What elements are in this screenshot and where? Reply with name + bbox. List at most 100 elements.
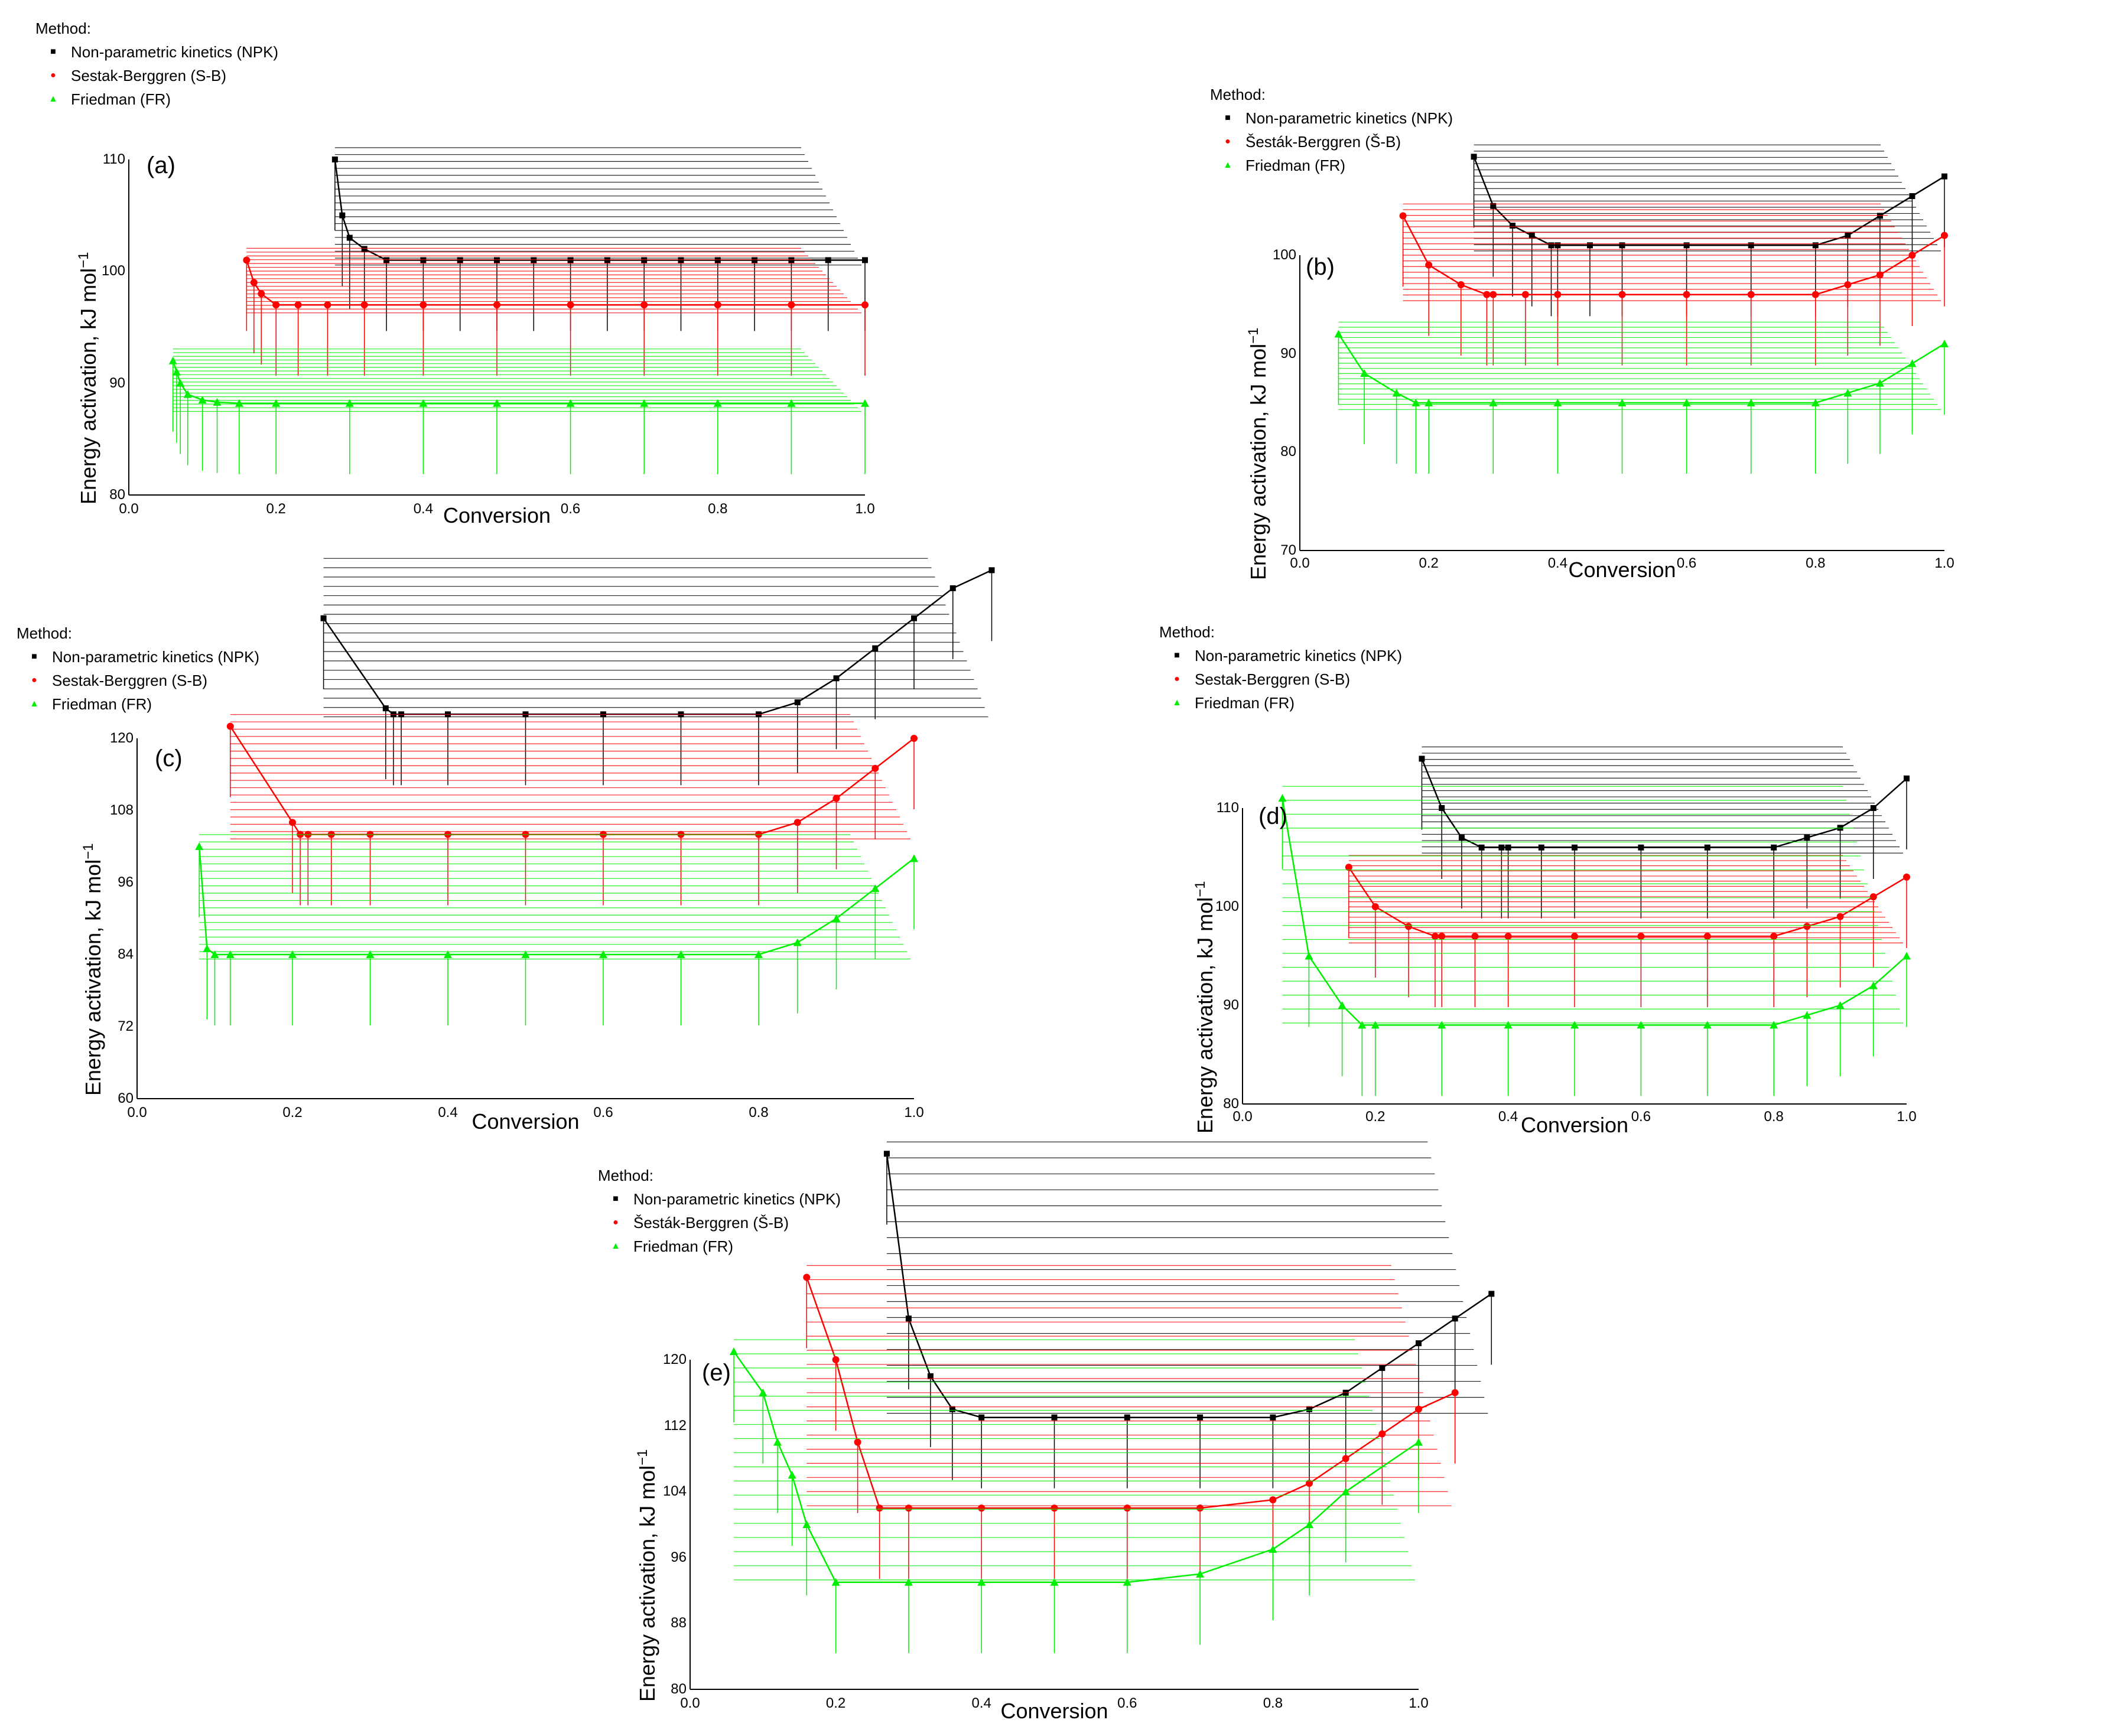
- data-point: [1619, 242, 1625, 249]
- data-point: [1876, 213, 1883, 219]
- legend-marker-fr: ▲: [1223, 160, 1232, 170]
- series-fr: [1278, 786, 1911, 1096]
- legend-marker-npk: ■: [613, 1194, 619, 1204]
- y-axis-label-text: Energy activation, kJ mol: [635, 1465, 659, 1702]
- data-point: [1504, 933, 1512, 940]
- x-tick-label: 0.8: [1263, 1695, 1283, 1711]
- x-axis-label: Conversion: [1000, 1699, 1108, 1723]
- data-point: [793, 819, 801, 826]
- data-point: [977, 1578, 986, 1586]
- data-point: [1803, 923, 1811, 930]
- x-tick-label: 0.0: [680, 1695, 700, 1711]
- data-point: [1488, 1291, 1495, 1297]
- y-tick-label: 80: [671, 1681, 687, 1697]
- data-point: [493, 399, 501, 407]
- data-point: [1703, 933, 1711, 940]
- data-point: [803, 1273, 811, 1281]
- x-tick-label: 1.0: [855, 501, 875, 517]
- data-point: [1747, 291, 1755, 298]
- x-tick-label: 0.6: [1117, 1695, 1137, 1711]
- x-axis-label: Conversion: [1520, 1113, 1629, 1137]
- data-point: [1050, 1578, 1059, 1586]
- series-line: [172, 360, 865, 404]
- data-point: [978, 1414, 985, 1421]
- legend-marker-sb: ●: [50, 70, 56, 80]
- legend-entry-npk: ■ Non-parametric kinetics (NPK): [598, 1187, 841, 1211]
- data-point: [1425, 261, 1433, 269]
- legend-marker-sb: ●: [1225, 136, 1231, 146]
- data-point: [1504, 1021, 1513, 1029]
- data-point: [1844, 281, 1852, 288]
- legend-title: Method:: [1159, 623, 1215, 641]
- series-sb: [1345, 855, 1910, 1008]
- data-point: [862, 257, 868, 263]
- data-point: [444, 950, 452, 958]
- legend-marker-fr: ▲: [1172, 698, 1182, 708]
- data-point: [1908, 359, 1917, 367]
- series-fr: [1334, 321, 1949, 474]
- data-point: [1553, 399, 1562, 406]
- data-point: [213, 398, 222, 406]
- data-point: [640, 399, 649, 407]
- x-tick-label: 0.8: [1764, 1109, 1784, 1125]
- data-point: [1682, 399, 1691, 406]
- y-tick-label: 120: [109, 730, 134, 746]
- data-point: [226, 950, 235, 958]
- data-point: [1197, 1414, 1204, 1421]
- data-point: [420, 257, 427, 263]
- data-point: [729, 1347, 738, 1356]
- data-point: [1538, 844, 1544, 851]
- data-point: [1378, 1430, 1386, 1438]
- legend-entry-fr: ▲ Friedman (FR): [17, 692, 259, 716]
- y-tick-label: 100: [1272, 247, 1296, 263]
- series-npk: [1419, 746, 1910, 919]
- data-point: [861, 399, 869, 407]
- data-point: [1836, 913, 1844, 920]
- data-point: [567, 301, 574, 309]
- y-tick-label: 100: [101, 263, 125, 279]
- data-point: [1941, 173, 1947, 180]
- chart-panel-5: [690, 1141, 1495, 1690]
- data-point: [324, 301, 331, 309]
- data-point: [1748, 242, 1754, 249]
- x-tick-label: 0.6: [560, 501, 581, 517]
- data-point: [494, 257, 500, 263]
- data-point: [331, 157, 338, 162]
- data-point: [714, 301, 721, 309]
- data-point: [493, 301, 500, 309]
- data-point: [1811, 291, 1819, 298]
- x-tick-label: 0.4: [438, 1105, 458, 1121]
- chart-panel-2: [1299, 144, 1949, 551]
- data-point: [1811, 399, 1820, 406]
- x-tick-label: 0.2: [1365, 1109, 1386, 1125]
- data-point: [905, 1504, 912, 1512]
- y-axis-label-text: Energy activation, kJ mol: [81, 859, 105, 1096]
- data-point: [1471, 933, 1479, 940]
- data-point: [1490, 203, 1497, 209]
- data-point: [854, 1438, 861, 1446]
- data-point: [832, 794, 840, 802]
- data-point: [1771, 844, 1777, 851]
- legend-label: Friedman (FR): [71, 90, 171, 108]
- legend-label: Šesták-Berggren (Š-B): [1245, 133, 1401, 151]
- x-axis-label: Conversion: [1568, 558, 1676, 582]
- data-point: [1123, 1578, 1131, 1586]
- data-point: [905, 1315, 912, 1322]
- data-point: [1451, 1389, 1459, 1396]
- y-tick-label: 112: [664, 1417, 687, 1434]
- data-point: [1548, 242, 1554, 249]
- data-point: [1424, 399, 1433, 406]
- data-point: [1683, 291, 1690, 298]
- data-point: [1683, 242, 1690, 249]
- legend-entry-npk: ■ Non-parametric kinetics (NPK): [1210, 106, 1453, 130]
- data-point: [1904, 775, 1910, 781]
- data-point: [1371, 1021, 1380, 1029]
- y-axis-label: Energy activation, kJ mol−1: [1245, 327, 1271, 580]
- data-point: [1305, 1520, 1314, 1528]
- series-sb: [226, 714, 918, 906]
- data-point: [1869, 893, 1877, 901]
- data-point: [714, 257, 721, 263]
- data-point: [1483, 291, 1491, 298]
- data-point: [1405, 923, 1412, 930]
- data-point: [787, 399, 796, 407]
